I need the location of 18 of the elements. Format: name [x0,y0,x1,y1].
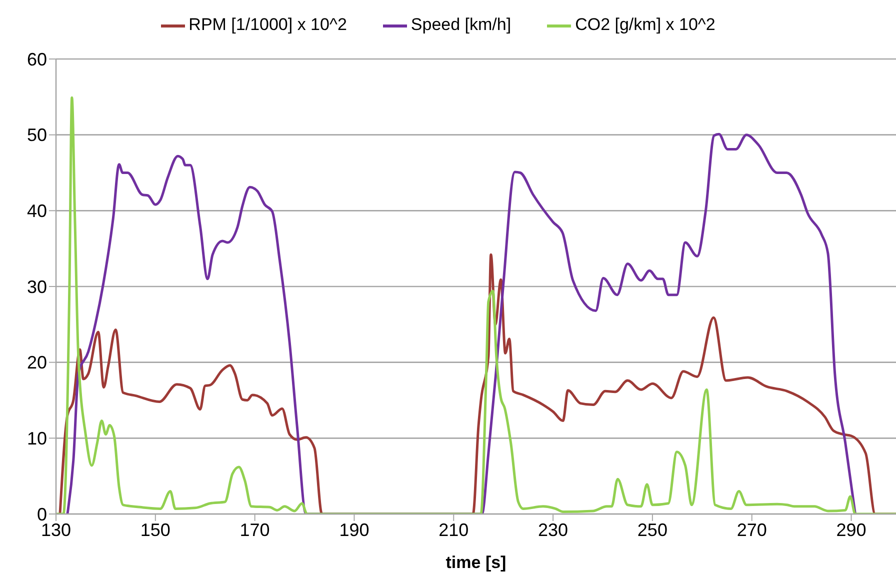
x-tick-label: 270 [736,520,767,540]
y-tick-label: 10 [26,428,47,449]
y-tick-label: 30 [26,276,47,297]
legend-label: RPM [1/1000] x 10^2 [188,15,347,34]
x-tick-label: 290 [836,520,866,540]
x-tick-label: 210 [438,520,469,540]
x-tick-label: 250 [637,520,668,540]
y-tick-label: 40 [26,201,47,222]
y-tick-label: 60 [26,49,47,70]
x-axis-title: time [s] [446,553,506,572]
y-tick-label: 20 [26,352,47,373]
x-tick-label: 150 [140,520,170,540]
x-tick-label: 170 [240,520,270,540]
x-tick-label: 190 [339,520,370,540]
legend-label: CO2 [g/km] x 10^2 [575,15,716,34]
x-tick-label: 230 [538,520,568,540]
legend-label: Speed [km/h] [410,15,512,34]
y-tick-label: 50 [26,125,47,146]
